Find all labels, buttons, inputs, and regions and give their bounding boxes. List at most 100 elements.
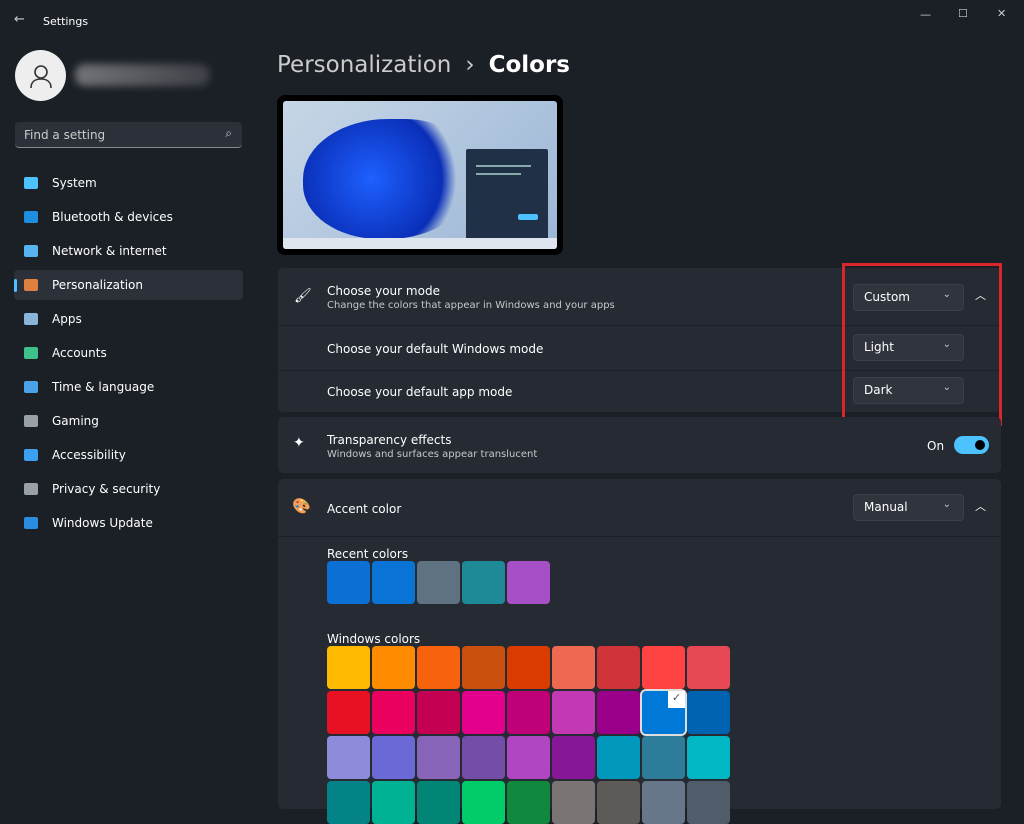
- windows-color-swatch[interactable]: [327, 646, 370, 689]
- close-button[interactable]: ✕: [997, 7, 1007, 20]
- windows-color-swatch[interactable]: [597, 781, 640, 824]
- windows-color-swatch[interactable]: [417, 781, 460, 824]
- windows-mode-dropdown[interactable]: Light ⌄: [853, 334, 964, 361]
- windows-colors-label: Windows colors: [327, 632, 421, 646]
- windows-color-swatch[interactable]: [417, 736, 460, 779]
- transparency-toggle[interactable]: [954, 436, 989, 454]
- windows-color-swatch[interactable]: ✓: [640, 689, 687, 736]
- sidebar-item-label: Gaming: [52, 414, 99, 428]
- sidebar-icon: [24, 483, 38, 495]
- windows-color-swatch[interactable]: [687, 781, 730, 824]
- minimize-button[interactable]: —: [920, 8, 931, 21]
- windows-color-swatch[interactable]: [597, 646, 640, 689]
- windows-color-swatch[interactable]: [327, 691, 370, 734]
- windows-color-swatch[interactable]: [372, 646, 415, 689]
- sidebar-item-label: Apps: [52, 312, 82, 326]
- windows-color-swatch[interactable]: [327, 781, 370, 824]
- chevron-down-icon: ⌄: [942, 382, 951, 393]
- sidebar-icon: [24, 279, 38, 291]
- sidebar-icon: [24, 381, 38, 393]
- windows-color-swatch[interactable]: [642, 736, 685, 779]
- sidebar-icon: [24, 415, 38, 427]
- recent-color-swatch[interactable]: [462, 561, 505, 604]
- recent-color-swatch[interactable]: [417, 561, 460, 604]
- windows-color-swatch[interactable]: [462, 736, 505, 779]
- sidebar-item-privacy-security[interactable]: Privacy & security: [14, 474, 243, 504]
- windows-color-swatch[interactable]: [687, 691, 730, 734]
- collapse-chevron-icon[interactable]: ︿: [975, 500, 986, 513]
- sidebar-item-gaming[interactable]: Gaming: [14, 406, 243, 436]
- sidebar-item-personalization[interactable]: Personalization: [14, 270, 243, 300]
- windows-color-swatch[interactable]: [507, 736, 550, 779]
- avatar[interactable]: [15, 50, 66, 101]
- sidebar-icon: [24, 245, 38, 257]
- toggle-state-label: On: [927, 439, 945, 453]
- chevron-down-icon: ⌄: [942, 289, 951, 300]
- back-button[interactable]: ←: [14, 12, 25, 27]
- app-mode-label: Choose your default app mode: [327, 385, 513, 399]
- sparkle-icon: ✦: [293, 435, 305, 451]
- transparency-subtitle: Windows and surfaces appear translucent: [327, 449, 538, 460]
- sidebar-item-label: Privacy & security: [52, 482, 161, 496]
- user-icon: [29, 64, 52, 88]
- windows-color-swatch[interactable]: [687, 736, 730, 779]
- windows-color-swatch[interactable]: [462, 646, 505, 689]
- accent-color-card: 🎨 Accent color Manual ⌄ ︿ Recent colors W…: [278, 479, 1001, 824]
- windows-color-swatch[interactable]: [417, 646, 460, 689]
- transparency-title: Transparency effects: [327, 433, 452, 447]
- sidebar-item-windows-update[interactable]: Windows Update: [14, 508, 243, 538]
- breadcrumb-separator: ›: [465, 52, 475, 78]
- mode-dropdown[interactable]: Custom ⌄: [853, 284, 964, 311]
- windows-color-swatch[interactable]: [507, 646, 550, 689]
- windows-color-swatch[interactable]: [552, 646, 595, 689]
- windows-color-swatch[interactable]: [552, 781, 595, 824]
- sidebar-item-network-internet[interactable]: Network & internet: [14, 236, 243, 266]
- windows-color-swatch[interactable]: [552, 736, 595, 779]
- sidebar-item-time-language[interactable]: Time & language: [14, 372, 243, 402]
- windows-color-swatch[interactable]: [372, 691, 415, 734]
- maximize-button[interactable]: ☐: [958, 7, 968, 20]
- windows-mode-label: Choose your default Windows mode: [327, 342, 544, 356]
- page-title: Colors: [488, 52, 570, 78]
- breadcrumb: Personalization › Colors: [277, 52, 570, 78]
- sidebar-item-label: Time & language: [52, 380, 155, 394]
- breadcrumb-parent[interactable]: Personalization: [277, 52, 452, 78]
- check-icon: ✓: [668, 691, 685, 708]
- accent-dropdown[interactable]: Manual ⌄: [853, 494, 964, 521]
- accent-title: Accent color: [327, 502, 402, 516]
- windows-color-swatch[interactable]: [642, 781, 685, 824]
- search-icon: ⌕: [225, 126, 232, 140]
- collapse-chevron-icon[interactable]: ︿: [975, 289, 986, 302]
- windows-color-swatch[interactable]: [597, 691, 640, 734]
- windows-color-swatch[interactable]: [507, 691, 550, 734]
- sidebar-item-label: Network & internet: [52, 244, 167, 258]
- windows-color-swatch[interactable]: [642, 646, 685, 689]
- windows-color-swatch[interactable]: [462, 781, 505, 824]
- sidebar-item-accounts[interactable]: Accounts: [14, 338, 243, 368]
- sidebar-item-system[interactable]: System: [14, 168, 243, 198]
- blurred-username: [75, 64, 210, 86]
- recent-color-swatch[interactable]: [507, 561, 550, 604]
- transparency-card: ✦ Transparency effects Windows and surfa…: [278, 417, 1001, 473]
- windows-color-swatch[interactable]: [372, 736, 415, 779]
- sidebar-item-label: Windows Update: [52, 516, 153, 530]
- search-placeholder: Find a setting: [24, 128, 106, 142]
- app-mode-dropdown[interactable]: Dark ⌄: [853, 377, 964, 404]
- brush-icon: 🖌: [294, 288, 312, 304]
- sidebar-item-label: Accessibility: [52, 448, 126, 462]
- recent-color-swatch[interactable]: [372, 561, 415, 604]
- windows-color-swatch[interactable]: [552, 691, 595, 734]
- recent-color-swatch[interactable]: [327, 561, 370, 604]
- windows-color-swatch[interactable]: [597, 736, 640, 779]
- search-input[interactable]: Find a setting ⌕: [15, 122, 242, 148]
- sidebar-item-bluetooth-devices[interactable]: Bluetooth & devices: [14, 202, 243, 232]
- windows-color-swatch[interactable]: [372, 781, 415, 824]
- windows-color-swatch[interactable]: [462, 691, 505, 734]
- sidebar-item-apps[interactable]: Apps: [14, 304, 243, 334]
- accent-value: Manual: [864, 500, 908, 514]
- windows-color-swatch[interactable]: [327, 736, 370, 779]
- windows-color-swatch[interactable]: [507, 781, 550, 824]
- sidebar-item-accessibility[interactable]: Accessibility: [14, 440, 243, 470]
- windows-color-swatch[interactable]: [687, 646, 730, 689]
- windows-color-swatch[interactable]: [417, 691, 460, 734]
